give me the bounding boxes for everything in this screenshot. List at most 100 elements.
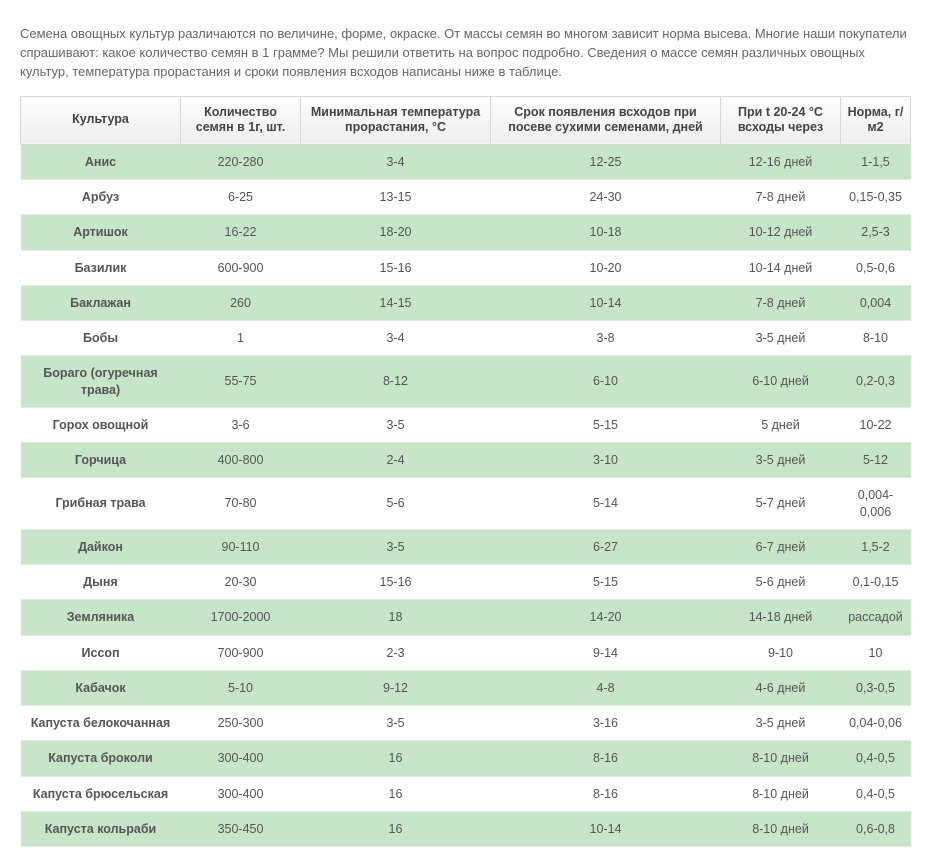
data-cell: 260 [181,285,301,320]
data-cell: 0,04-0,06 [841,706,911,741]
table-row: Капуста броколи300-400168-168-10 дней0,4… [21,741,911,776]
table-row: Баклажан26014-1510-147-8 дней0,004 [21,285,911,320]
data-cell: 18-20 [301,215,491,250]
data-cell: 3-4 [301,321,491,356]
data-cell: 3-6 [181,407,301,442]
data-cell: 300-400 [181,776,301,811]
data-cell: 700-900 [181,635,301,670]
data-cell: 15-16 [301,565,491,600]
data-cell: 220-280 [181,144,301,179]
column-header: Количество семян в 1г, шт. [181,96,301,144]
data-cell: 5-14 [491,478,721,530]
data-cell: 24-30 [491,180,721,215]
data-cell: 6-27 [491,529,721,564]
data-cell: 3-5 [301,407,491,442]
table-row: Иссоп700-9002-39-149-1010 [21,635,911,670]
table-row: Капуста кольраби350-4501610-148-10 дней0… [21,811,911,846]
data-cell: 70-80 [181,478,301,530]
data-cell: 5 дней [721,407,841,442]
column-header: Минимальная температура прорастания, °С [301,96,491,144]
data-cell: 5-6 дней [721,565,841,600]
data-cell: 0,4-0,5 [841,741,911,776]
data-cell: 400-800 [181,443,301,478]
data-cell: 3-16 [491,706,721,741]
data-cell: 5-12 [841,443,911,478]
column-header: Срок появления всходов при посеве сухими… [491,96,721,144]
data-cell: 20-30 [181,565,301,600]
data-cell: 16 [301,776,491,811]
data-cell: 10-14 [491,285,721,320]
data-cell: 10-14 дней [721,250,841,285]
data-cell: 0,1-0,15 [841,565,911,600]
crop-name-cell: Кабачок [21,670,181,705]
crop-name-cell: Горох овощной [21,407,181,442]
data-cell: 0,004-0,006 [841,478,911,530]
data-cell: 8-12 [301,356,491,408]
crop-name-cell: Капуста брюсельская [21,776,181,811]
data-cell: 10-14 [491,811,721,846]
data-cell: 7-8 дней [721,285,841,320]
data-cell: 3-5 дней [721,321,841,356]
table-row: Бораго (огуречная трава)55-758-126-106-1… [21,356,911,408]
data-cell: 15-16 [301,250,491,285]
table-row: Земляника1700-20001814-2014-18 днейрасса… [21,600,911,635]
data-cell: 0,6-0,8 [841,811,911,846]
data-cell: 6-10 [491,356,721,408]
crop-name-cell: Бораго (огуречная трава) [21,356,181,408]
intro-text: Семена овощных культур различаются по ве… [20,25,911,82]
data-cell: 10 [841,635,911,670]
crop-name-cell: Земляника [21,600,181,635]
data-cell: 2-3 [301,635,491,670]
data-cell: 250-300 [181,706,301,741]
data-cell: 10-22 [841,407,911,442]
data-cell: 1-1,5 [841,144,911,179]
crop-name-cell: Базилик [21,250,181,285]
table-header: КультураКоличество семян в 1г, шт.Минима… [21,96,911,144]
data-cell: 6-10 дней [721,356,841,408]
data-cell: 600-900 [181,250,301,285]
data-cell: 14-18 дней [721,600,841,635]
crop-name-cell: Анис [21,144,181,179]
data-cell: 3-4 [301,144,491,179]
data-cell: 3-5 дней [721,706,841,741]
data-cell: 5-7 дней [721,478,841,530]
crop-name-cell: Иссоп [21,635,181,670]
data-cell: 1,5-2 [841,529,911,564]
table-row: Горчица400-8002-43-103-5 дней5-12 [21,443,911,478]
table-row: Капуста белокочанная250-3003-53-163-5 дн… [21,706,911,741]
table-row: Бобы13-43-83-5 дней8-10 [21,321,911,356]
data-cell: 3-5 дней [721,443,841,478]
crop-name-cell: Дайкон [21,529,181,564]
data-cell: 9-14 [491,635,721,670]
column-header: Норма, г/м2 [841,96,911,144]
seeds-table: КультураКоличество семян в 1г, шт.Минима… [20,96,911,848]
table-row: Арбуз6-2513-1524-307-8 дней0,15-0,35 [21,180,911,215]
data-cell: 0,004 [841,285,911,320]
data-cell: 8-10 дней [721,811,841,846]
table-row: Капуста брюсельская300-400168-168-10 дне… [21,776,911,811]
table-row: Горох овощной3-63-55-155 дней10-22 [21,407,911,442]
data-cell: 9-12 [301,670,491,705]
data-cell: 8-16 [491,741,721,776]
table-row: Дайкон90-1103-56-276-7 дней1,5-2 [21,529,911,564]
data-cell: 1 [181,321,301,356]
crop-name-cell: Арбуз [21,180,181,215]
data-cell: 12-25 [491,144,721,179]
table-body: Анис220-2803-412-2512-16 дней1-1,5Арбуз6… [21,144,911,846]
crop-name-cell: Дыня [21,565,181,600]
table-row: Кабачок5-109-124-84-6 дней0,3-0,5 [21,670,911,705]
crop-name-cell: Капуста кольраби [21,811,181,846]
crop-name-cell: Капуста броколи [21,741,181,776]
data-cell: 16 [301,741,491,776]
data-cell: 3-8 [491,321,721,356]
crop-name-cell: Баклажан [21,285,181,320]
data-cell: рассадой [841,600,911,635]
table-row: Артишок16-2218-2010-1810-12 дней2,5-3 [21,215,911,250]
table-row: Дыня20-3015-165-155-6 дней0,1-0,15 [21,565,911,600]
data-cell: 7-8 дней [721,180,841,215]
data-cell: 13-15 [301,180,491,215]
crop-name-cell: Грибная трава [21,478,181,530]
data-cell: 0,3-0,5 [841,670,911,705]
data-cell: 4-8 [491,670,721,705]
data-cell: 1700-2000 [181,600,301,635]
